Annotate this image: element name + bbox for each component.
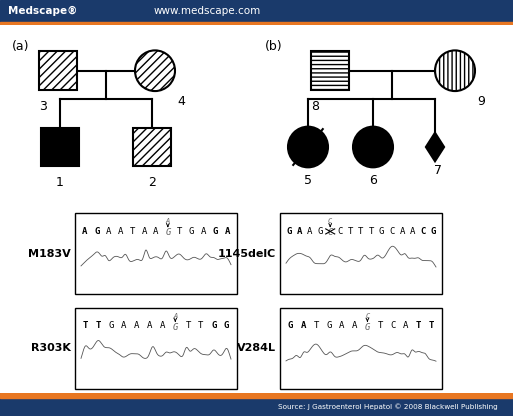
Text: C: C xyxy=(328,218,332,224)
Text: T: T xyxy=(348,227,353,236)
Text: G: G xyxy=(326,322,331,330)
Text: A: A xyxy=(301,322,306,330)
Text: 9: 9 xyxy=(477,95,485,108)
Text: G: G xyxy=(212,227,218,236)
Text: G: G xyxy=(288,322,293,330)
Text: T: T xyxy=(416,322,422,330)
Text: T: T xyxy=(429,322,435,330)
Text: A: A xyxy=(403,322,408,330)
Text: 6: 6 xyxy=(369,174,377,188)
Bar xyxy=(0,22,513,25)
Text: A: A xyxy=(297,227,302,236)
Text: T: T xyxy=(83,322,88,330)
Text: T: T xyxy=(198,322,204,330)
Text: G: G xyxy=(189,227,194,236)
Text: C: C xyxy=(327,228,333,237)
Text: (a): (a) xyxy=(12,40,30,53)
Circle shape xyxy=(435,50,475,91)
Text: A: A xyxy=(352,322,357,330)
Text: G: G xyxy=(379,227,384,236)
Text: 1: 1 xyxy=(56,176,64,190)
Text: A: A xyxy=(82,227,88,236)
Text: T: T xyxy=(358,227,364,236)
Bar xyxy=(75,308,237,389)
Text: 1145delC: 1145delC xyxy=(218,249,276,259)
Text: A: A xyxy=(153,227,159,236)
Text: A: A xyxy=(307,227,312,236)
Text: T: T xyxy=(95,322,101,330)
Text: A: A xyxy=(339,322,344,330)
Text: A: A xyxy=(147,322,152,330)
Text: G: G xyxy=(286,227,292,236)
Text: 2: 2 xyxy=(148,176,156,190)
Text: A: A xyxy=(134,322,140,330)
Text: A: A xyxy=(166,218,170,224)
Text: G: G xyxy=(317,227,323,236)
Text: 5: 5 xyxy=(304,174,312,188)
Circle shape xyxy=(353,126,393,167)
Text: A: A xyxy=(410,227,415,236)
Text: M183V: M183V xyxy=(28,249,71,259)
Text: T: T xyxy=(130,227,135,236)
Text: (b): (b) xyxy=(265,40,283,53)
Text: G: G xyxy=(165,228,170,237)
Text: G: G xyxy=(94,227,100,236)
Text: G: G xyxy=(430,227,436,236)
Text: 8: 8 xyxy=(311,100,319,113)
Text: A: A xyxy=(400,227,405,236)
Text: A: A xyxy=(224,227,230,236)
Bar xyxy=(41,128,79,166)
Bar xyxy=(75,213,237,295)
Circle shape xyxy=(135,50,175,91)
Text: G: G xyxy=(211,322,216,330)
Text: C: C xyxy=(389,227,394,236)
Text: A: A xyxy=(142,227,147,236)
Text: C: C xyxy=(338,227,343,236)
Text: A: A xyxy=(201,227,206,236)
Text: T: T xyxy=(378,322,383,330)
Text: A: A xyxy=(118,227,123,236)
Polygon shape xyxy=(426,133,444,161)
Text: A: A xyxy=(121,322,127,330)
Text: Source: J Gastroenterol Hepatol © 2008 Blackwell Publishing: Source: J Gastroenterol Hepatol © 2008 B… xyxy=(278,403,498,410)
Text: C: C xyxy=(420,227,425,236)
Bar xyxy=(0,393,513,398)
Text: 3: 3 xyxy=(39,100,47,113)
Text: G: G xyxy=(365,322,370,332)
Text: G: G xyxy=(224,322,229,330)
Text: R303K: R303K xyxy=(31,343,71,353)
Text: T: T xyxy=(313,322,319,330)
Text: Medscape®: Medscape® xyxy=(8,6,77,16)
Text: 7: 7 xyxy=(434,164,442,177)
Text: 4: 4 xyxy=(177,95,185,108)
Text: V284L: V284L xyxy=(237,343,276,353)
Text: C: C xyxy=(365,313,369,319)
Text: T: T xyxy=(185,322,191,330)
Text: www.medscape.com: www.medscape.com xyxy=(154,6,261,16)
Text: G: G xyxy=(172,322,178,332)
Text: T: T xyxy=(177,227,183,236)
Bar xyxy=(280,213,442,295)
Bar xyxy=(280,308,442,389)
Text: A: A xyxy=(106,227,111,236)
Bar xyxy=(311,52,349,90)
Text: T: T xyxy=(368,227,374,236)
Bar xyxy=(133,128,171,166)
Bar xyxy=(39,52,77,90)
Circle shape xyxy=(288,126,328,167)
Text: A: A xyxy=(173,313,177,319)
Text: G: G xyxy=(108,322,114,330)
Text: C: C xyxy=(390,322,396,330)
Text: A: A xyxy=(160,322,165,330)
